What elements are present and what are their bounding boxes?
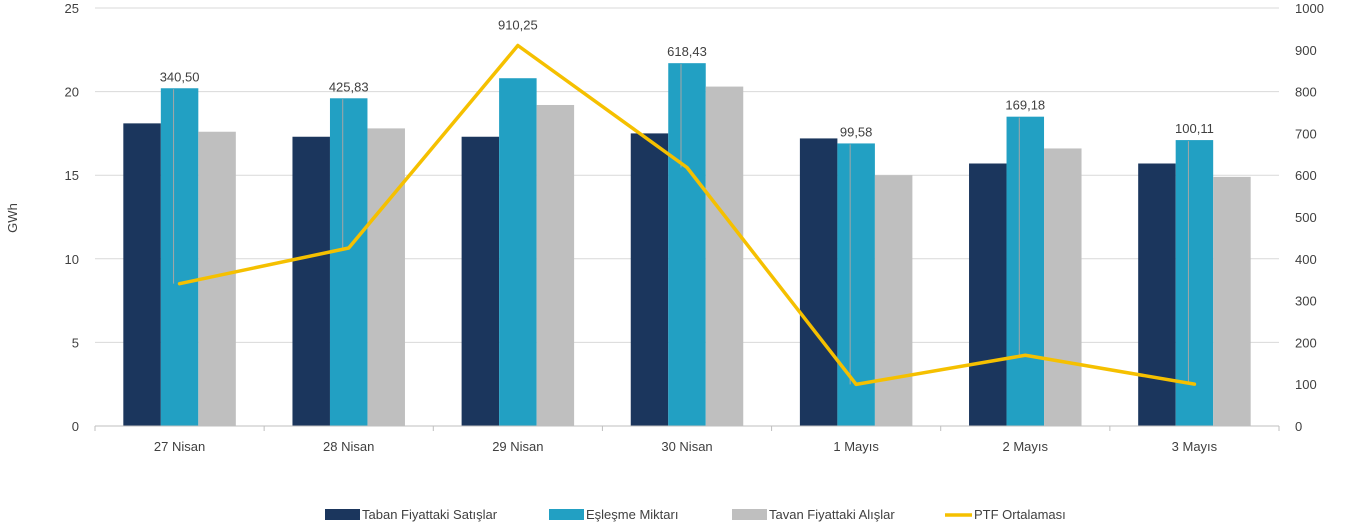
bar bbox=[799, 138, 838, 426]
axes: 0 5 10 15 20 25 0 100 200 300 400 500 600 700 800 900 10… bbox=[65, 1, 1324, 454]
legend-label: Eşleşme Miktarı bbox=[586, 507, 678, 522]
y2-tick-label: 800 bbox=[1295, 85, 1317, 100]
x-tick-label: 30 Nisan bbox=[661, 439, 712, 454]
y-tick-label: 15 bbox=[65, 168, 79, 183]
bar bbox=[536, 104, 575, 426]
legend-swatch bbox=[549, 509, 584, 520]
bar bbox=[1213, 176, 1251, 426]
y2-tick-label: 200 bbox=[1295, 335, 1317, 350]
x-tick-label: 2 Mayıs bbox=[1003, 439, 1049, 454]
bar bbox=[1044, 148, 1082, 426]
data-label: 340,50 bbox=[160, 69, 200, 84]
y-tick-label: 10 bbox=[65, 252, 79, 267]
x-tick-label: 1 Mayıs bbox=[833, 439, 879, 454]
data-label: 910,25 bbox=[498, 18, 538, 33]
line-series bbox=[177, 43, 1197, 387]
bar bbox=[123, 123, 161, 427]
legend-swatch bbox=[732, 509, 767, 520]
y2-tick-label: 600 bbox=[1295, 168, 1317, 183]
data-label: 100,11 bbox=[1175, 121, 1214, 136]
y-tick-label: 20 bbox=[65, 85, 79, 100]
bar bbox=[292, 136, 330, 426]
bars bbox=[123, 63, 1251, 427]
data-label: 169,18 bbox=[1005, 98, 1045, 113]
x-tick-label: 28 Nisan bbox=[323, 439, 374, 454]
bar bbox=[1138, 163, 1176, 426]
legend-swatch bbox=[325, 509, 360, 520]
legend-label: Taban Fiyattaki Satışlar bbox=[362, 507, 498, 522]
x-tick-label: 3 Mayıs bbox=[1172, 439, 1218, 454]
bar bbox=[874, 175, 913, 426]
data-labels: 340,50 425,83 910,25 618,43 99,58 169,18 100,1… bbox=[160, 18, 1214, 140]
leader-lines bbox=[173, 64, 1189, 385]
legend: Taban Fiyattaki Satışlar Eşleşme Miktarı T… bbox=[325, 507, 1066, 522]
y-axis-title: GWh bbox=[5, 203, 20, 233]
y2-tick-label: 300 bbox=[1295, 294, 1317, 309]
y-tick-label: 0 bbox=[72, 419, 79, 434]
bar bbox=[461, 136, 500, 426]
bar bbox=[1175, 140, 1214, 426]
bar bbox=[1006, 116, 1045, 427]
y2-tick-label: 900 bbox=[1295, 43, 1317, 58]
y2-tick-label: 0 bbox=[1295, 419, 1302, 434]
bar bbox=[630, 133, 669, 426]
y2-tick-label: 100 bbox=[1295, 377, 1317, 392]
y2-tick-label: 700 bbox=[1295, 126, 1317, 141]
x-tick-label: 27 Nisan bbox=[154, 439, 205, 454]
bar bbox=[705, 86, 744, 427]
bar bbox=[668, 63, 706, 427]
data-label: 618,43 bbox=[667, 44, 707, 59]
legend-label: PTF Ortalaması bbox=[974, 507, 1066, 522]
y2-tick-label: 400 bbox=[1295, 252, 1317, 267]
y-tick-label: 25 bbox=[65, 1, 79, 16]
legend-label: Tavan Fiyattaki Alışlar bbox=[769, 507, 895, 522]
y2-tick-label: 1000 bbox=[1295, 1, 1324, 16]
bar bbox=[969, 163, 1007, 426]
bar bbox=[329, 98, 368, 427]
bar bbox=[367, 128, 405, 426]
x-tick-label: 29 Nisan bbox=[492, 439, 543, 454]
ptf-line bbox=[177, 43, 1197, 387]
bar bbox=[499, 78, 537, 426]
y2-tick-label: 500 bbox=[1295, 210, 1317, 225]
data-label: 99,58 bbox=[840, 124, 873, 139]
data-label: 425,83 bbox=[329, 79, 369, 94]
bar bbox=[837, 143, 875, 426]
y-tick-label: 5 bbox=[72, 335, 79, 350]
bar bbox=[160, 88, 199, 427]
